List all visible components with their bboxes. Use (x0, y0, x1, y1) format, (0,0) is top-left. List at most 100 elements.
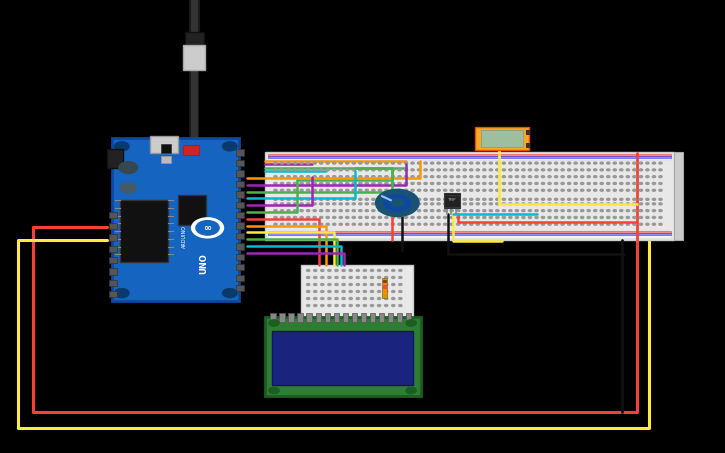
Circle shape (646, 210, 649, 212)
Circle shape (561, 203, 564, 205)
Circle shape (509, 162, 512, 164)
Circle shape (384, 304, 388, 307)
Circle shape (392, 210, 394, 212)
Circle shape (405, 210, 407, 212)
Circle shape (483, 162, 486, 164)
Circle shape (535, 189, 538, 191)
Circle shape (483, 189, 486, 191)
Circle shape (326, 183, 329, 184)
Circle shape (450, 217, 453, 218)
Circle shape (457, 198, 460, 200)
Circle shape (287, 176, 290, 178)
Circle shape (457, 162, 460, 164)
Circle shape (555, 176, 558, 178)
Circle shape (287, 162, 290, 164)
Bar (236, 149, 244, 156)
Bar (406, 313, 411, 322)
Circle shape (398, 183, 401, 184)
Circle shape (363, 276, 366, 279)
Circle shape (594, 176, 597, 178)
Bar (183, 145, 199, 155)
Circle shape (581, 223, 584, 225)
Circle shape (659, 210, 662, 212)
Circle shape (378, 304, 381, 307)
Circle shape (659, 189, 662, 191)
Circle shape (320, 217, 323, 218)
Circle shape (313, 189, 316, 191)
Circle shape (339, 169, 342, 171)
Circle shape (476, 223, 479, 225)
Circle shape (607, 176, 610, 178)
Bar (289, 313, 294, 322)
Circle shape (274, 223, 277, 225)
Circle shape (307, 169, 310, 171)
Circle shape (378, 290, 381, 293)
Circle shape (515, 183, 518, 184)
Circle shape (587, 162, 590, 164)
Circle shape (384, 195, 410, 211)
Circle shape (307, 210, 310, 212)
Bar (397, 313, 402, 322)
Circle shape (424, 223, 427, 225)
Circle shape (339, 198, 342, 200)
Circle shape (594, 169, 597, 171)
Circle shape (633, 223, 636, 225)
Circle shape (339, 189, 342, 191)
Circle shape (314, 270, 317, 271)
Circle shape (287, 198, 290, 200)
Circle shape (363, 284, 366, 285)
Circle shape (483, 169, 486, 171)
Bar (307, 313, 312, 322)
Circle shape (574, 189, 577, 191)
Circle shape (281, 162, 283, 164)
Circle shape (568, 169, 571, 171)
Circle shape (342, 298, 345, 299)
Circle shape (359, 217, 362, 218)
Bar (444, 195, 460, 207)
Circle shape (548, 203, 551, 205)
Circle shape (646, 203, 649, 205)
Circle shape (626, 203, 629, 205)
Circle shape (463, 223, 466, 225)
Circle shape (418, 183, 420, 184)
Circle shape (287, 217, 290, 218)
Circle shape (399, 270, 402, 271)
Circle shape (370, 284, 373, 285)
Circle shape (320, 162, 323, 164)
Circle shape (529, 217, 531, 218)
Circle shape (450, 189, 453, 191)
Circle shape (385, 183, 388, 184)
Circle shape (626, 183, 629, 184)
Circle shape (411, 203, 414, 205)
Bar (178, 195, 206, 225)
Circle shape (307, 284, 310, 285)
Circle shape (378, 210, 381, 212)
Circle shape (335, 284, 338, 285)
Circle shape (274, 217, 277, 218)
Circle shape (476, 189, 479, 191)
Circle shape (626, 162, 629, 164)
Circle shape (600, 210, 603, 212)
Circle shape (398, 176, 401, 178)
Circle shape (359, 198, 362, 200)
Circle shape (300, 217, 303, 218)
Circle shape (378, 217, 381, 218)
Circle shape (281, 203, 283, 205)
Circle shape (600, 183, 603, 184)
Circle shape (522, 198, 525, 200)
Circle shape (652, 183, 655, 184)
Circle shape (646, 217, 649, 218)
Circle shape (515, 210, 518, 212)
Circle shape (405, 183, 407, 184)
Circle shape (399, 284, 402, 285)
Circle shape (626, 189, 629, 191)
Circle shape (307, 217, 310, 218)
Circle shape (307, 298, 310, 299)
Circle shape (613, 210, 616, 212)
Circle shape (502, 183, 505, 184)
Circle shape (555, 203, 558, 205)
Circle shape (326, 162, 329, 164)
Circle shape (620, 217, 623, 218)
Circle shape (333, 169, 336, 171)
Circle shape (581, 169, 584, 171)
